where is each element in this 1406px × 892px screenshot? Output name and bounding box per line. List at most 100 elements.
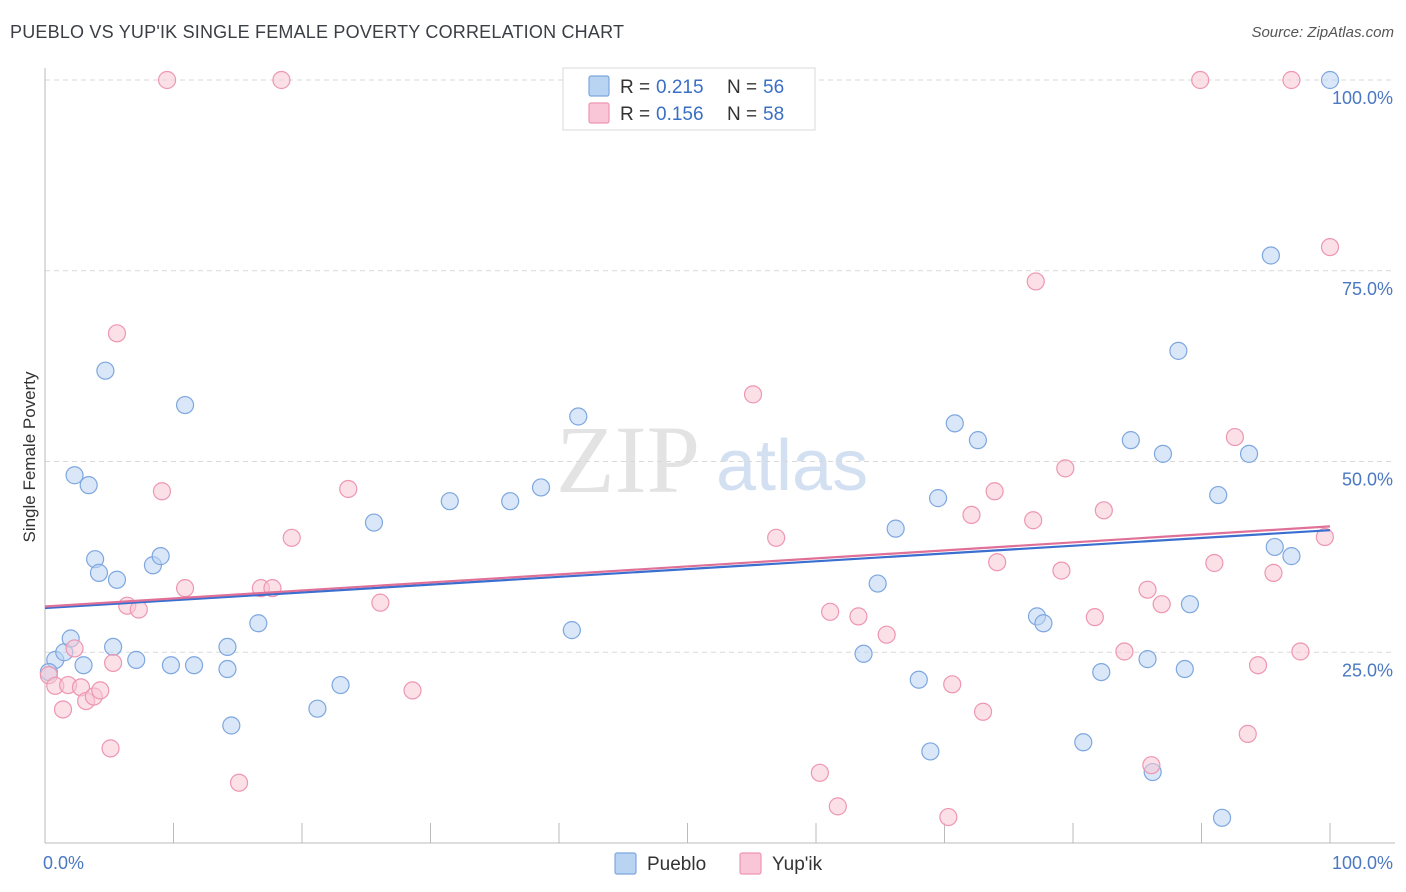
yupik-point-16 <box>175 579 195 598</box>
pueblo-point-9 <box>107 570 127 589</box>
pueblo-point-35 <box>945 414 964 433</box>
bottom-legend-label-pueblo: Pueblo <box>647 854 706 875</box>
pueblo-point-11 <box>127 650 146 669</box>
y-tick-labels: 25.0% 50.0% 75.0% 100.0% <box>1332 88 1393 680</box>
legend-swatch-pueblo <box>588 75 610 97</box>
legend-r-label-pueblo: R = <box>620 77 650 98</box>
legend-n-label-pueblo: N = <box>727 77 757 98</box>
legend-n-value-yupik: 58 <box>763 104 784 125</box>
yupik-point-11 <box>107 324 127 343</box>
pueblo-point-17 <box>218 637 237 657</box>
pueblo-point-22 <box>331 675 350 695</box>
pueblo-point-45 <box>1169 341 1188 360</box>
yupik-point-51 <box>1238 724 1257 743</box>
chart-title: PUEBLO VS YUP'IK SINGLE FEMALE POVERTY C… <box>10 22 625 42</box>
yupik-point-40 <box>1052 561 1071 580</box>
source-credit: Source: ZipAtlas.com <box>1251 24 1394 41</box>
pueblo-point-8 <box>104 637 123 657</box>
pueblo-point-33 <box>921 742 940 761</box>
pueblo-point-36 <box>968 431 988 450</box>
pueblo-point-38 <box>1034 614 1053 633</box>
yupik-point-38 <box>1024 511 1043 530</box>
yupik-point-27 <box>810 763 829 782</box>
pueblo-point-15 <box>175 395 195 415</box>
pueblo-point-51 <box>1261 246 1280 265</box>
yupik-point-34 <box>962 505 981 525</box>
yupik-point-28 <box>821 602 840 621</box>
yupik-point-42 <box>1085 608 1104 627</box>
pueblo-point-5 <box>79 476 98 495</box>
pueblo-point-29 <box>854 644 873 663</box>
yupik-point-20 <box>272 70 291 90</box>
pueblo-point-3 <box>65 466 84 485</box>
x-tick-label-0: 0.0% <box>43 853 84 873</box>
yupik-point-50 <box>1225 427 1245 447</box>
y-tick-label-1: 50.0% <box>1342 470 1393 490</box>
yupik-point-35 <box>973 702 993 721</box>
yupik-point-37 <box>988 553 1007 572</box>
yupik-point-56 <box>1320 237 1340 257</box>
pueblo-point-28 <box>562 621 581 640</box>
yupik-point-57 <box>1315 527 1334 547</box>
yupik-point-15 <box>157 70 177 90</box>
yupik-point-26 <box>767 528 786 547</box>
yupik-point-4 <box>65 639 84 658</box>
data-points <box>39 70 1340 827</box>
pueblo-point-41 <box>1121 431 1140 450</box>
y-tick-label-3: 100.0% <box>1332 88 1393 108</box>
pueblo-point-14 <box>161 656 181 675</box>
pueblo-point-16 <box>184 656 204 675</box>
trend-line-pueblo <box>44 529 1331 610</box>
pueblo-point-50 <box>1239 444 1259 463</box>
pueblo-point-34 <box>928 489 948 508</box>
yupik-point-53 <box>1264 563 1283 582</box>
yupik-point-17 <box>229 773 249 792</box>
yupik-point-25 <box>743 385 763 404</box>
pueblo-point-49 <box>1212 808 1232 827</box>
pueblo-point-18 <box>218 659 237 679</box>
pueblo-point-47 <box>1180 595 1200 614</box>
yupik-point-9 <box>101 739 120 758</box>
yupik-point-8 <box>91 681 110 700</box>
yupik-point-32 <box>939 807 958 827</box>
yupik-point-44 <box>1115 642 1134 661</box>
pueblo-point-52 <box>1265 537 1284 557</box>
y-tick-label-2: 75.0% <box>1342 279 1393 299</box>
legend-r-label-yupik: R = <box>620 104 650 125</box>
pueblo-point-21 <box>308 699 327 718</box>
yupik-point-48 <box>1191 70 1210 90</box>
yupik-point-33 <box>943 675 962 694</box>
pueblo-point-53 <box>1282 547 1301 566</box>
trend-lines <box>44 525 1331 610</box>
pueblo-point-24 <box>440 492 459 511</box>
legend-r-value-yupik: 0.156 <box>656 104 704 125</box>
pueblo-point-46 <box>1175 659 1194 679</box>
yupik-point-54 <box>1282 70 1301 90</box>
bottom-legend-swatch-pueblo <box>614 852 637 875</box>
watermark: ZIP atlas <box>556 406 868 513</box>
pueblo-point-27 <box>569 407 588 426</box>
series-yupik <box>39 70 1340 827</box>
yupik-point-30 <box>849 607 868 626</box>
pueblo-point-26 <box>531 478 551 497</box>
yupik-point-39 <box>1026 272 1045 291</box>
legend-n-label-yupik: N = <box>727 104 757 125</box>
pueblo-point-44 <box>1153 444 1173 463</box>
pueblo-point-25 <box>501 492 520 511</box>
pueblo-point-4 <box>74 656 93 675</box>
pueblo-point-54 <box>1320 70 1340 90</box>
pueblo-point-31 <box>886 519 905 538</box>
watermark-atlas: atlas <box>716 426 868 506</box>
yupik-point-46 <box>1142 756 1161 775</box>
pueblo-point-48 <box>1209 485 1228 505</box>
yupik-point-2 <box>53 700 73 719</box>
yupik-point-23 <box>371 593 390 612</box>
y-axis-label: Single Female Poverty <box>20 371 39 543</box>
yupik-point-52 <box>1248 656 1268 675</box>
x-tick-labels: 0.0% 100.0% <box>43 853 1393 873</box>
yupik-point-41 <box>1056 459 1075 478</box>
pueblo-point-39 <box>1074 733 1093 752</box>
series-pueblo <box>39 70 1340 827</box>
yupik-point-22 <box>339 479 358 499</box>
